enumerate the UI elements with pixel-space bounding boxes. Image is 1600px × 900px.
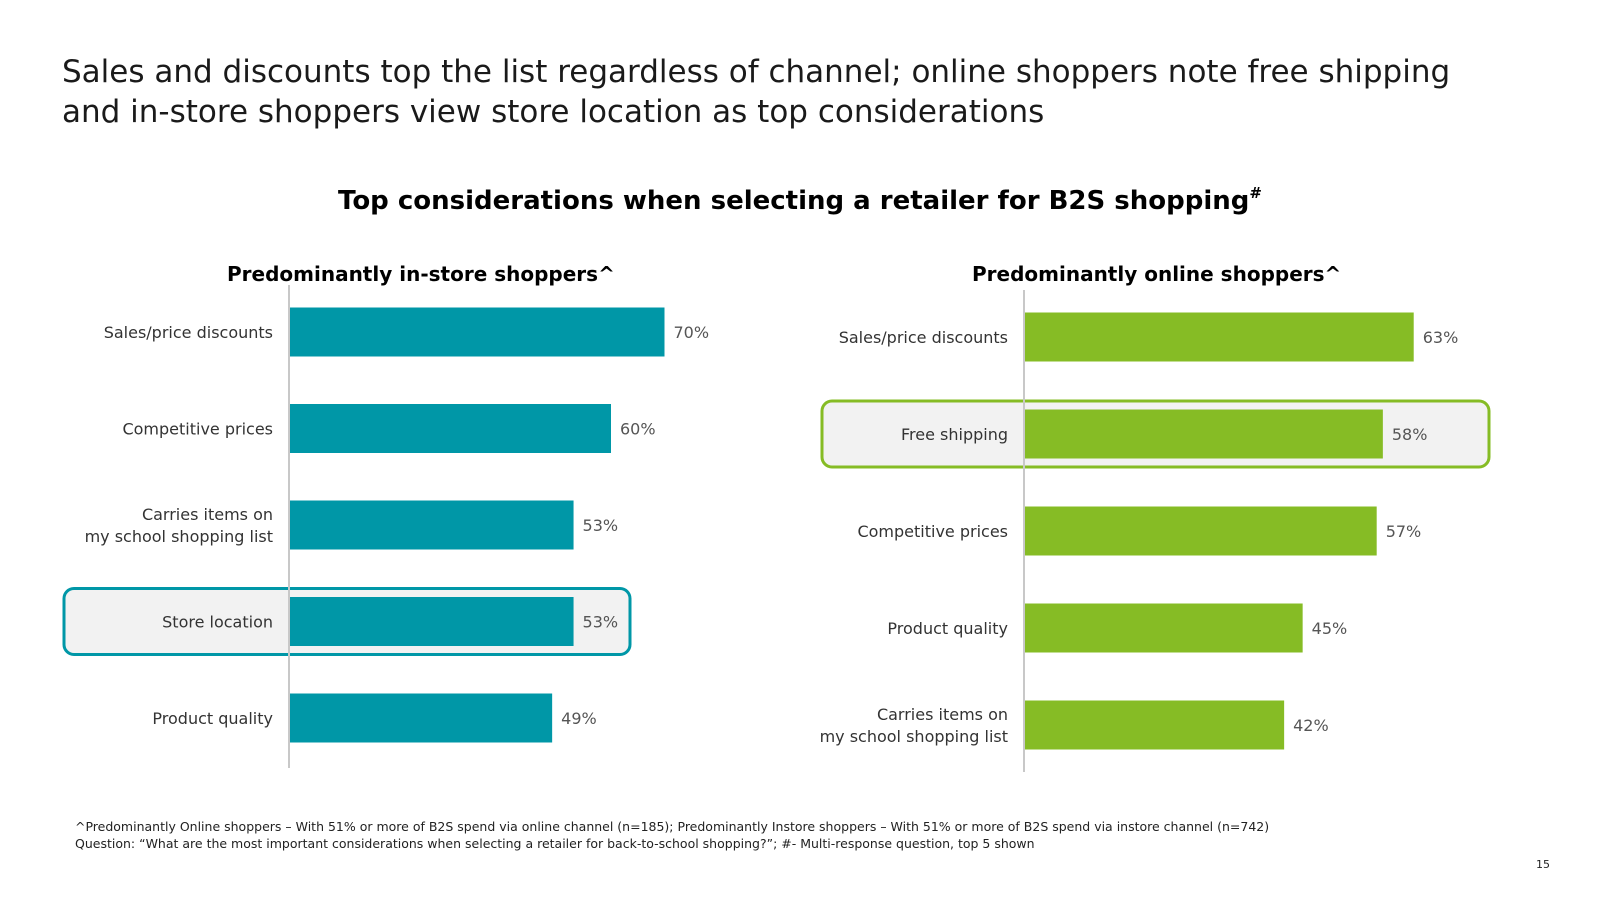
instore-bar xyxy=(290,500,574,550)
footnote-shopper-definition: ^Predominantly Online shoppers – With 51… xyxy=(75,819,1270,834)
instore-panel-title: Predominantly in-store shoppers^ xyxy=(227,262,615,286)
instore-bar-value-label: 53% xyxy=(583,613,619,632)
instore-bar-value-label: 70% xyxy=(674,323,710,342)
instore-bar xyxy=(290,404,611,453)
online-bar xyxy=(1025,603,1303,653)
online-bar-value-label: 63% xyxy=(1423,328,1459,347)
online-category-label: Carries items on my school shopping list xyxy=(820,705,1008,746)
online-bar-chart: 63% Sales/price discounts 58% Free shipping… xyxy=(820,290,1491,772)
instore-category-label: Product quality xyxy=(152,709,273,728)
instore-category-label: Competitive prices xyxy=(122,420,273,439)
instore-bar-value-label: 49% xyxy=(561,709,597,728)
online-bar-value-label: 45% xyxy=(1312,619,1348,638)
chart-title-text: Top considerations when selecting a reta… xyxy=(338,186,1250,216)
online-category-label: Competitive prices xyxy=(857,522,1008,541)
instore-category-label: Sales/price discounts xyxy=(104,323,273,342)
instore-category-label: Store location xyxy=(162,613,273,632)
online-bar xyxy=(1025,506,1377,556)
instore-bar xyxy=(290,307,665,357)
instore-bar xyxy=(290,597,574,646)
online-bar xyxy=(1025,409,1383,459)
online-category-label: Free shipping xyxy=(901,425,1008,444)
page-number: 15 xyxy=(1536,858,1550,871)
instore-category-label: Carries items on my school shopping list xyxy=(85,505,273,546)
chart-title: Top considerations when selecting a reta… xyxy=(0,184,1600,216)
online-panel-title: Predominantly online shoppers^ xyxy=(972,262,1342,286)
online-bar-value-label: 42% xyxy=(1293,716,1329,735)
online-category-label: Sales/price discounts xyxy=(839,328,1008,347)
slide-headline: Sales and discounts top the list regardl… xyxy=(62,54,1451,130)
online-bar-value-label: 58% xyxy=(1392,425,1428,444)
online-bar xyxy=(1025,312,1414,362)
footnotes: ^Predominantly Online shoppers – With 51… xyxy=(75,818,1269,852)
footnote-question: Question: “What are the most important c… xyxy=(75,836,1035,851)
online-category-label: Product quality xyxy=(887,619,1008,638)
chart-title-marker: # xyxy=(1249,184,1262,202)
online-bar xyxy=(1025,700,1285,750)
instore-bar-value-label: 53% xyxy=(583,516,619,535)
online-bar-value-label: 57% xyxy=(1386,522,1422,541)
instore-bar-value-label: 60% xyxy=(620,420,656,439)
instore-bar-chart: 70% Sales/price discounts 60% Competitive p… xyxy=(62,285,710,768)
instore-bar xyxy=(290,693,553,743)
